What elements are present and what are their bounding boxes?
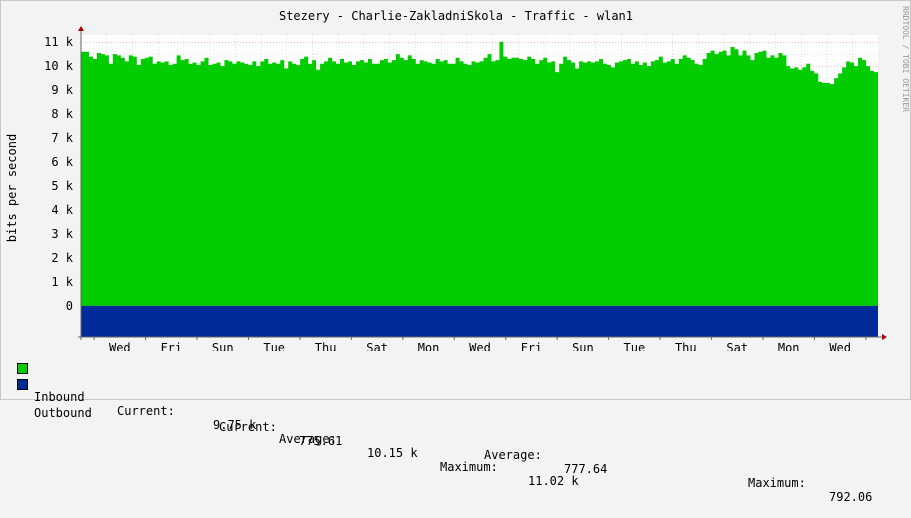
x-tick-label: Sun xyxy=(572,341,594,351)
x-tick-label: Sat xyxy=(366,341,388,351)
x-tick-label: Sun xyxy=(212,341,234,351)
legend-inbound: Inbound Current: 9.75 k Average: 10.15 k… xyxy=(17,362,897,488)
outbound-swatch xyxy=(17,379,28,390)
x-tick-label: Tue xyxy=(624,341,646,351)
y-axis-label: bits per second xyxy=(5,134,19,242)
x-tick-label: Wed xyxy=(109,341,131,351)
outbound-current-value: 775.61 xyxy=(299,434,343,448)
inbound-swatch xyxy=(17,363,28,374)
y-tick-label: 4 k xyxy=(51,203,73,217)
outbound-average-value: 777.64 xyxy=(564,462,608,476)
inbound-current-label: Current: xyxy=(117,404,175,418)
chart-title: Stezery - Charlie-ZakladniSkola - Traffi… xyxy=(279,9,633,23)
outbound-maximum-value: 792.06 xyxy=(829,490,873,504)
x-tick-label: Tue xyxy=(263,341,285,351)
legend-outbound: Outbound Current: 775.61 Average: 777.64… xyxy=(17,378,897,504)
inbound-average-value: 10.15 k xyxy=(367,446,418,460)
x-axis-ticks: Wed Fri Sun Tue Thu Sat Mon Wed Fri Sun Tue Thu Sat M… xyxy=(93,337,867,355)
x-tick-label: Fri xyxy=(160,341,182,351)
rrd-graph: Stezery - Charlie-ZakladniSkola - Traffi… xyxy=(0,0,911,504)
data-areas xyxy=(81,41,878,337)
outbound-maximum-label: Maximum: xyxy=(748,476,806,490)
y-tick-label: 10 k xyxy=(44,59,74,73)
inbound-area xyxy=(81,41,878,306)
y-tick-label: 0 xyxy=(66,299,73,313)
x-tick-label: Thu xyxy=(675,341,697,351)
x-tick-label: Mon xyxy=(418,341,440,351)
y-tick-label: 11 k xyxy=(44,35,74,49)
outbound-area xyxy=(81,305,878,337)
y-tick-label: 8 k xyxy=(51,107,73,121)
axes xyxy=(78,26,887,340)
outbound-label: Outbound xyxy=(34,406,92,420)
x-tick-label: Wed xyxy=(829,341,851,351)
y-axis-arrow xyxy=(78,26,84,31)
y-tick-label: 1 k xyxy=(51,275,73,289)
y-tick-label: 2 k xyxy=(51,251,73,265)
y-tick-label: 5 k xyxy=(51,179,73,193)
y-tick-label: 9 k xyxy=(51,83,73,97)
outbound-average-label: Average: xyxy=(484,448,542,462)
watermark: RRDTOOL / TOBI OETIKER xyxy=(901,6,910,112)
x-tick-label: Mon xyxy=(778,341,800,351)
x-tick-label: Thu xyxy=(315,341,337,351)
x-tick-label: Fri xyxy=(521,341,543,351)
y-axis-ticks: 0 1 k 2 k 3 k 4 k 5 k 6 k 7 k 8 k 9 k 10 k 11 k xyxy=(44,35,74,313)
x-tick-label: Wed xyxy=(469,341,491,351)
x-axis-arrow xyxy=(882,334,887,340)
traffic-chart: Stezery - Charlie-ZakladniSkola - Traffi… xyxy=(5,6,910,355)
inbound-maximum-label: Maximum: xyxy=(440,460,498,474)
y-tick-label: 7 k xyxy=(51,131,73,145)
x-tick-label: Sat xyxy=(726,341,748,351)
y-tick-label: 3 k xyxy=(51,227,73,241)
inbound-maximum-value: 11.02 k xyxy=(528,474,579,488)
y-tick-label: 6 k xyxy=(51,155,73,169)
outbound-current-label: Current: xyxy=(219,420,277,434)
